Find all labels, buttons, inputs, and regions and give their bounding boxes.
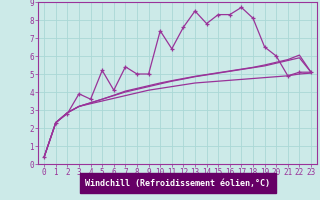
X-axis label: Windchill (Refroidissement éolien,°C): Windchill (Refroidissement éolien,°C)	[85, 179, 270, 188]
